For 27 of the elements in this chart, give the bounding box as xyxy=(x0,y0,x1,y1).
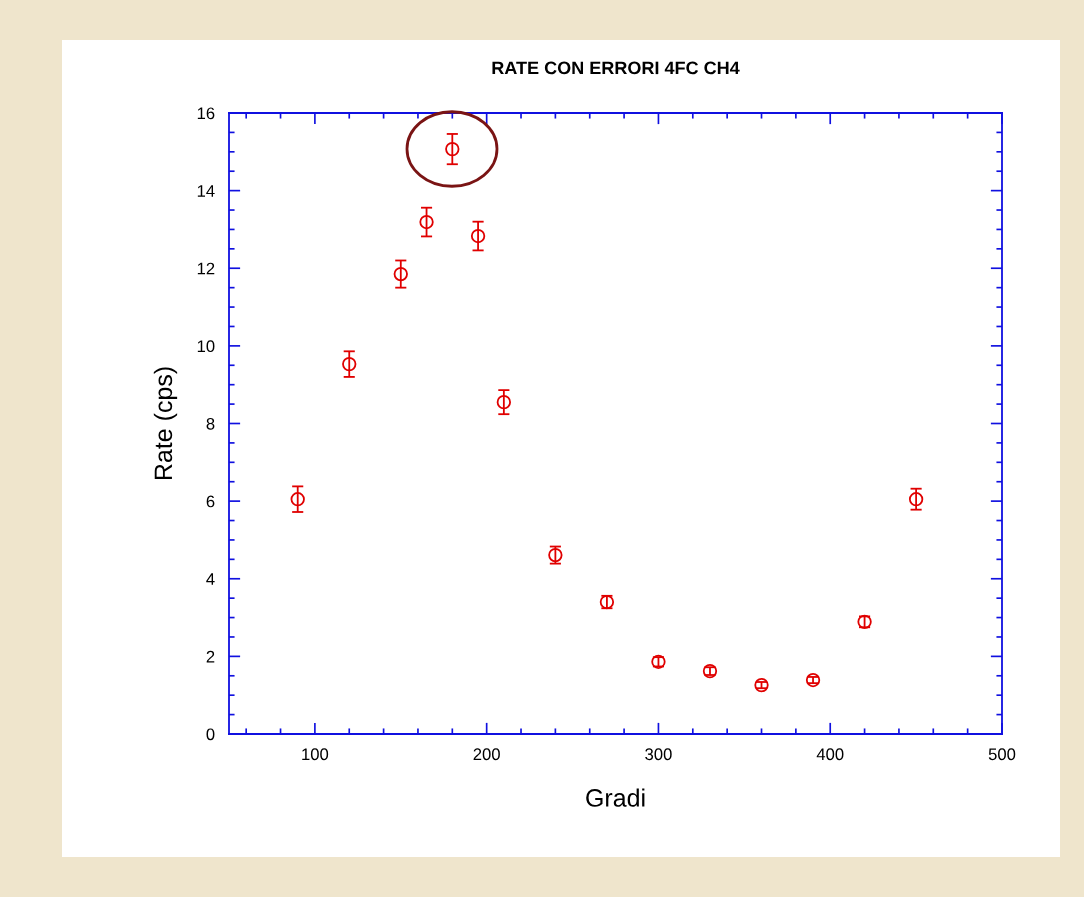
y-axis-title: Rate (cps) xyxy=(153,367,178,480)
point xyxy=(342,356,357,372)
y-tick-label: 16 xyxy=(197,107,215,120)
y-tick-label: 8 xyxy=(206,417,215,430)
y-tick-label: 10 xyxy=(197,340,215,353)
point xyxy=(419,214,434,230)
x-axis-title: Gradi xyxy=(586,788,645,807)
point xyxy=(754,677,769,693)
x-tick-label: 200 xyxy=(473,748,500,761)
point xyxy=(393,266,408,282)
point xyxy=(445,141,460,157)
x-tick-label: 300 xyxy=(645,748,672,761)
x-tick-label: 500 xyxy=(988,748,1016,761)
y-tick-label: 6 xyxy=(206,495,215,508)
point xyxy=(496,394,511,410)
point xyxy=(470,228,486,244)
y-tick-label: 0 xyxy=(206,728,215,741)
x-tick-label: 100 xyxy=(302,748,329,761)
chart-title: RATE CON ERRORI 4FC CH4 xyxy=(492,61,740,75)
y-tick-label: 4 xyxy=(206,573,215,585)
y-tick-label: 12 xyxy=(197,262,215,275)
point xyxy=(290,492,305,507)
y-tick-label: 2 xyxy=(206,650,215,663)
y-tick-label: 14 xyxy=(197,185,215,197)
point xyxy=(908,492,924,507)
point xyxy=(805,672,821,688)
x-tick-label: 400 xyxy=(816,748,844,761)
